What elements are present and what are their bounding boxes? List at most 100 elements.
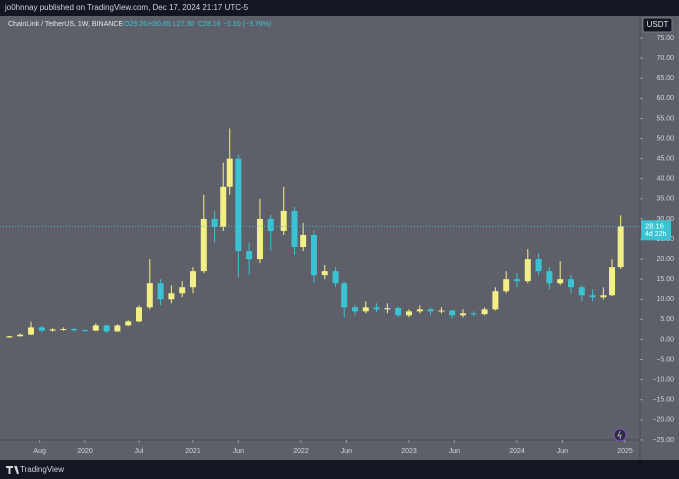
candle-body xyxy=(17,334,24,337)
y-tick-label: 50.00 xyxy=(656,135,674,142)
x-tick-label: 2021 xyxy=(185,448,201,455)
x-tick-label: 2025 xyxy=(617,448,633,455)
candle-body xyxy=(578,287,585,296)
candle xyxy=(459,309,466,318)
candle xyxy=(17,333,24,337)
candle-body xyxy=(341,283,348,308)
candle xyxy=(524,249,531,284)
candle xyxy=(609,259,616,297)
candle-body xyxy=(291,210,298,248)
candle xyxy=(71,327,78,332)
candle xyxy=(27,321,34,336)
publisher: jo0hnnay published on TradingView.com, D… xyxy=(4,3,249,12)
x-tick-label: Jun xyxy=(341,448,352,455)
candle-body xyxy=(92,325,99,331)
candle-body xyxy=(235,158,242,252)
x-tick-label: Jun xyxy=(233,448,244,455)
candle-body xyxy=(310,234,317,276)
candle xyxy=(503,271,510,294)
candle xyxy=(235,154,242,278)
y-tick-label: 40.00 xyxy=(656,176,674,183)
currency[interactable]: USDT xyxy=(647,20,669,29)
y-tick-label: 15.00 xyxy=(656,276,674,283)
candle xyxy=(535,253,542,276)
candle-body xyxy=(535,259,542,272)
y-tick-label: 65.00 xyxy=(656,75,674,82)
legend-change: −1.10 (−3.76%) xyxy=(223,21,271,28)
chart-pane xyxy=(0,16,679,460)
plot: 75.00 70.00 65.00 60.00 55.00 50.00 45.00 40.00… xyxy=(0,35,674,455)
candle xyxy=(179,281,186,298)
x-tick-label: 2022 xyxy=(293,448,309,455)
candle-body xyxy=(546,271,553,284)
candle xyxy=(438,307,445,314)
last-price-tag xyxy=(641,220,671,241)
candle-body xyxy=(481,309,488,315)
x-tick-label: Jul xyxy=(135,448,144,455)
y-tick-label: 5.00 xyxy=(660,316,674,323)
candle-body xyxy=(416,309,423,312)
candle-body xyxy=(179,287,186,294)
candle-body xyxy=(600,295,607,298)
x-tick-label: 2023 xyxy=(401,448,417,455)
candle xyxy=(427,307,434,316)
candle xyxy=(103,324,110,334)
candle-body xyxy=(567,279,574,288)
symbol: ChainLink / TetherUS, 1W, BINANCE xyxy=(8,21,123,28)
candle xyxy=(395,306,402,318)
candle-body xyxy=(27,327,34,335)
candle-body xyxy=(362,307,369,312)
candle-body xyxy=(321,271,328,276)
currency-button[interactable] xyxy=(642,17,673,33)
candle-body xyxy=(427,309,434,312)
candle-body xyxy=(617,226,624,268)
candle-body xyxy=(168,293,175,300)
y-tick-label: 10.00 xyxy=(656,296,674,303)
x-tick-label: Jun xyxy=(557,448,568,455)
y-tick-label: −15.00 xyxy=(652,397,674,404)
x-tick-label: Jun xyxy=(449,448,460,455)
candle-body xyxy=(449,310,456,316)
candle-body xyxy=(470,313,477,315)
candle-body xyxy=(300,234,307,248)
candle-body xyxy=(557,279,564,284)
x-tick-label: Aug xyxy=(33,448,46,455)
y-tick-label: 20.00 xyxy=(656,256,674,263)
candle xyxy=(492,287,499,311)
y-tick-label: 45.00 xyxy=(656,155,674,162)
candle-body xyxy=(220,186,227,227)
candle-body xyxy=(513,279,520,282)
candle-body xyxy=(589,295,596,298)
candle xyxy=(60,327,67,331)
candle xyxy=(246,243,253,276)
candle-body xyxy=(81,330,88,332)
candle xyxy=(449,309,456,319)
candle-body xyxy=(226,158,233,187)
candle xyxy=(405,309,412,318)
countdown: 4d 22h xyxy=(645,231,667,238)
candle-body xyxy=(71,329,78,331)
candle-body xyxy=(405,311,412,316)
candle-body xyxy=(438,310,445,312)
candle xyxy=(362,301,369,314)
candle xyxy=(546,267,553,290)
candle xyxy=(578,285,585,302)
candle xyxy=(600,287,607,300)
candle-body xyxy=(135,307,142,322)
candle-body xyxy=(256,218,263,260)
legend-open: O29.26 xyxy=(124,21,147,28)
y-tick-label: 35.00 xyxy=(656,196,674,203)
candle xyxy=(513,273,520,288)
x-tick-label: 2020 xyxy=(77,448,93,455)
candle-body xyxy=(146,283,153,308)
candle xyxy=(200,194,207,274)
y-tick-label: 75.00 xyxy=(656,35,674,42)
y-tick-label: 70.00 xyxy=(656,55,674,62)
legend-close: C28.16 xyxy=(198,21,221,28)
candle xyxy=(617,215,624,270)
candle-body xyxy=(524,259,531,282)
y-tick-label: 0.00 xyxy=(660,336,674,343)
candle-body xyxy=(38,327,45,331)
candle-body xyxy=(459,313,466,316)
